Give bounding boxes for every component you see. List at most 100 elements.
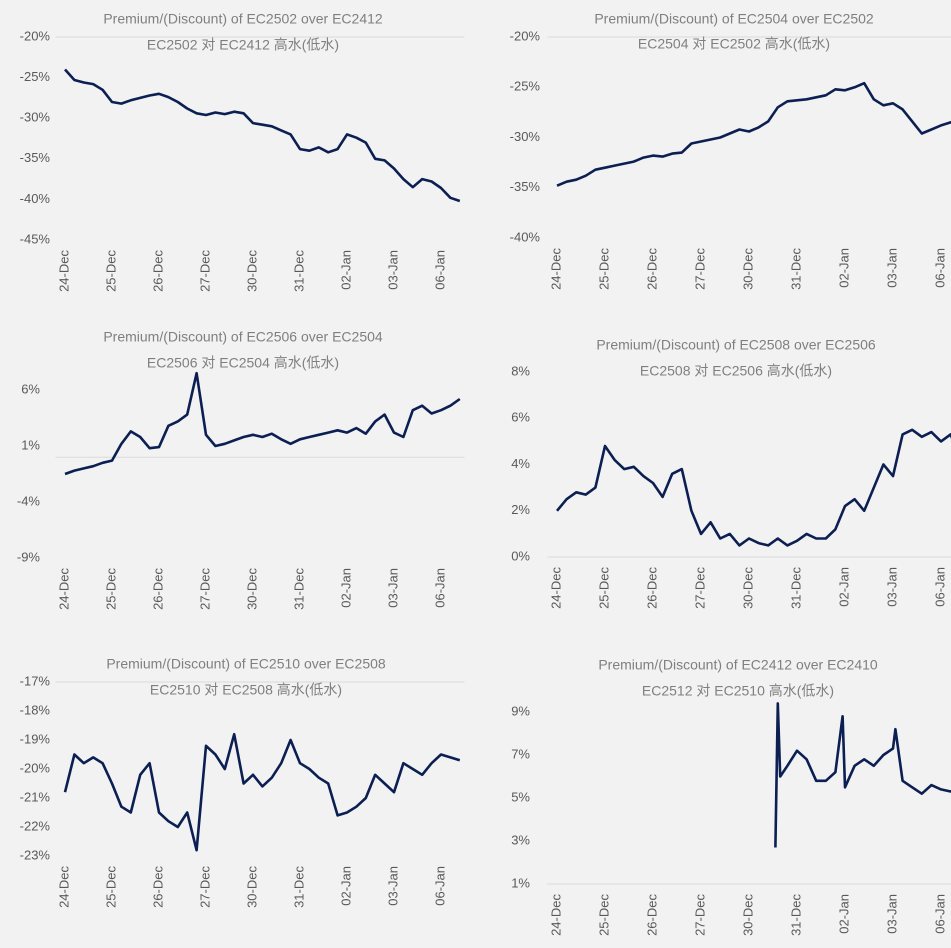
y-tick-label: -40% (20, 191, 51, 206)
x-tick-label: 26-Dec (644, 567, 659, 609)
y-tick-label: 4% (511, 456, 530, 471)
y-tick-label: 2% (511, 502, 530, 517)
y-tick-label: 7% (511, 746, 530, 761)
x-tick-label: 24-Dec (548, 567, 563, 609)
x-tick-label: 03-Jan (385, 866, 400, 906)
chart-subtitle: EC2510 对 EC2508 高水(低水) (150, 682, 342, 698)
data-line (64, 371, 461, 476)
chart-title: Premium/(Discount) of EC2508 over EC2506 (596, 337, 876, 353)
x-tick-label: 06-Jan (932, 567, 947, 607)
x-tick-label: 06-Jan (932, 894, 947, 934)
data-line (556, 81, 951, 187)
chart-title: Premium/(Discount) of EC2506 over EC2504 (103, 329, 383, 345)
y-tick-label: -35% (510, 179, 541, 194)
chart-subtitle: EC2508 对 EC2506 高水(低水) (640, 363, 832, 379)
data-line (64, 68, 461, 203)
x-tick-label: 02-Jan (338, 250, 353, 290)
y-tick-label: 9% (511, 703, 530, 718)
x-tick-label: 26-Dec (150, 250, 165, 292)
y-tick-label: -21% (20, 789, 51, 804)
y-tick-label: -45% (20, 231, 51, 246)
x-tick-label: 31-Dec (291, 568, 306, 610)
x-tick-label: 27-Dec (197, 568, 212, 610)
y-tick-label: -23% (20, 847, 51, 862)
y-tick-label: -25% (20, 69, 51, 84)
chart-title: Premium/(Discount) of EC2412 over EC2410 (598, 657, 878, 673)
x-tick-label: 03-Jan (385, 250, 400, 290)
x-tick-label: 31-Dec (788, 567, 803, 609)
x-tick-label: 30-Dec (244, 568, 259, 610)
y-tick-label: 8% (511, 363, 530, 378)
y-tick-label: -17% (20, 673, 51, 688)
x-tick-label: 30-Dec (740, 894, 755, 936)
y-tick-label: 6% (21, 381, 40, 396)
data-line (774, 702, 951, 848)
x-tick-label: 25-Dec (596, 248, 611, 290)
y-tick-label: -18% (20, 702, 51, 717)
chart-title: Premium/(Discount) of EC2510 over EC2508 (106, 656, 386, 672)
x-tick-label: 27-Dec (197, 250, 212, 292)
y-tick-label: -35% (20, 150, 51, 165)
y-tick-label: 1% (21, 437, 40, 452)
x-tick-label: 30-Dec (244, 250, 259, 292)
x-tick-label: 31-Dec (788, 248, 803, 290)
x-tick-label: 27-Dec (197, 866, 212, 908)
chart-title: Premium/(Discount) of EC2504 over EC2502 (594, 11, 874, 27)
chart-subtitle: EC2512 对 EC2510 高水(低水) (642, 683, 834, 699)
x-tick-label: 25-Dec (103, 250, 118, 292)
x-tick-label: 26-Dec (644, 248, 659, 290)
x-tick-label: 25-Dec (103, 568, 118, 610)
x-tick-label: 25-Dec (596, 567, 611, 609)
x-tick-label: 24-Dec (56, 568, 71, 610)
x-tick-label: 06-Jan (432, 866, 447, 906)
x-tick-label: 02-Jan (338, 568, 353, 608)
y-tick-label: -30% (20, 110, 51, 125)
x-tick-label: 02-Jan (836, 567, 851, 607)
y-tick-label: 1% (511, 875, 530, 890)
chart-title: Premium/(Discount) of EC2502 over EC2412 (103, 11, 383, 27)
y-tick-label: -20% (20, 28, 51, 43)
x-tick-label: 31-Dec (291, 866, 306, 908)
x-tick-label: 30-Dec (244, 866, 259, 908)
x-tick-label: 31-Dec (291, 250, 306, 292)
data-line (63, 732, 461, 852)
x-tick-label: 30-Dec (740, 248, 755, 290)
x-tick-label: 26-Dec (150, 866, 165, 908)
x-tick-label: 03-Jan (385, 568, 400, 608)
x-tick-label: 02-Jan (836, 248, 851, 288)
x-tick-label: 31-Dec (788, 894, 803, 936)
y-tick-label: -30% (510, 129, 541, 144)
x-tick-label: 24-Dec (548, 248, 563, 290)
x-tick-label: 25-Dec (103, 866, 118, 908)
x-tick-label: 27-Dec (692, 567, 707, 609)
x-tick-label: 24-Dec (56, 250, 71, 292)
x-tick-label: 24-Dec (548, 894, 563, 936)
x-tick-label: 02-Jan (338, 866, 353, 906)
y-tick-label: -20% (510, 28, 541, 43)
x-tick-label: 27-Dec (692, 248, 707, 290)
y-tick-label: -22% (20, 818, 51, 833)
x-tick-label: 03-Jan (884, 248, 899, 288)
x-tick-label: 27-Dec (692, 894, 707, 936)
chart-subtitle: EC2502 对 EC2412 高水(低水) (147, 37, 339, 53)
y-tick-label: -9% (17, 549, 41, 564)
data-line (555, 428, 951, 547)
x-tick-label: 06-Jan (432, 568, 447, 608)
x-tick-label: 24-Dec (56, 866, 71, 908)
x-tick-label: 26-Dec (150, 568, 165, 610)
x-tick-label: 26-Dec (644, 894, 659, 936)
y-tick-label: -4% (17, 493, 41, 508)
y-tick-label: -20% (20, 760, 51, 775)
y-tick-label: -19% (20, 731, 51, 746)
y-tick-label: -25% (510, 79, 541, 94)
x-tick-label: 02-Jan (836, 894, 851, 934)
chart-subtitle: EC2504 对 EC2502 高水(低水) (638, 36, 830, 52)
x-tick-label: 06-Jan (932, 248, 947, 288)
y-tick-label: 6% (511, 410, 530, 425)
x-tick-label: 06-Jan (432, 250, 447, 290)
x-tick-label: 30-Dec (740, 567, 755, 609)
y-tick-label: 3% (511, 832, 530, 847)
x-tick-label: 03-Jan (884, 894, 899, 934)
